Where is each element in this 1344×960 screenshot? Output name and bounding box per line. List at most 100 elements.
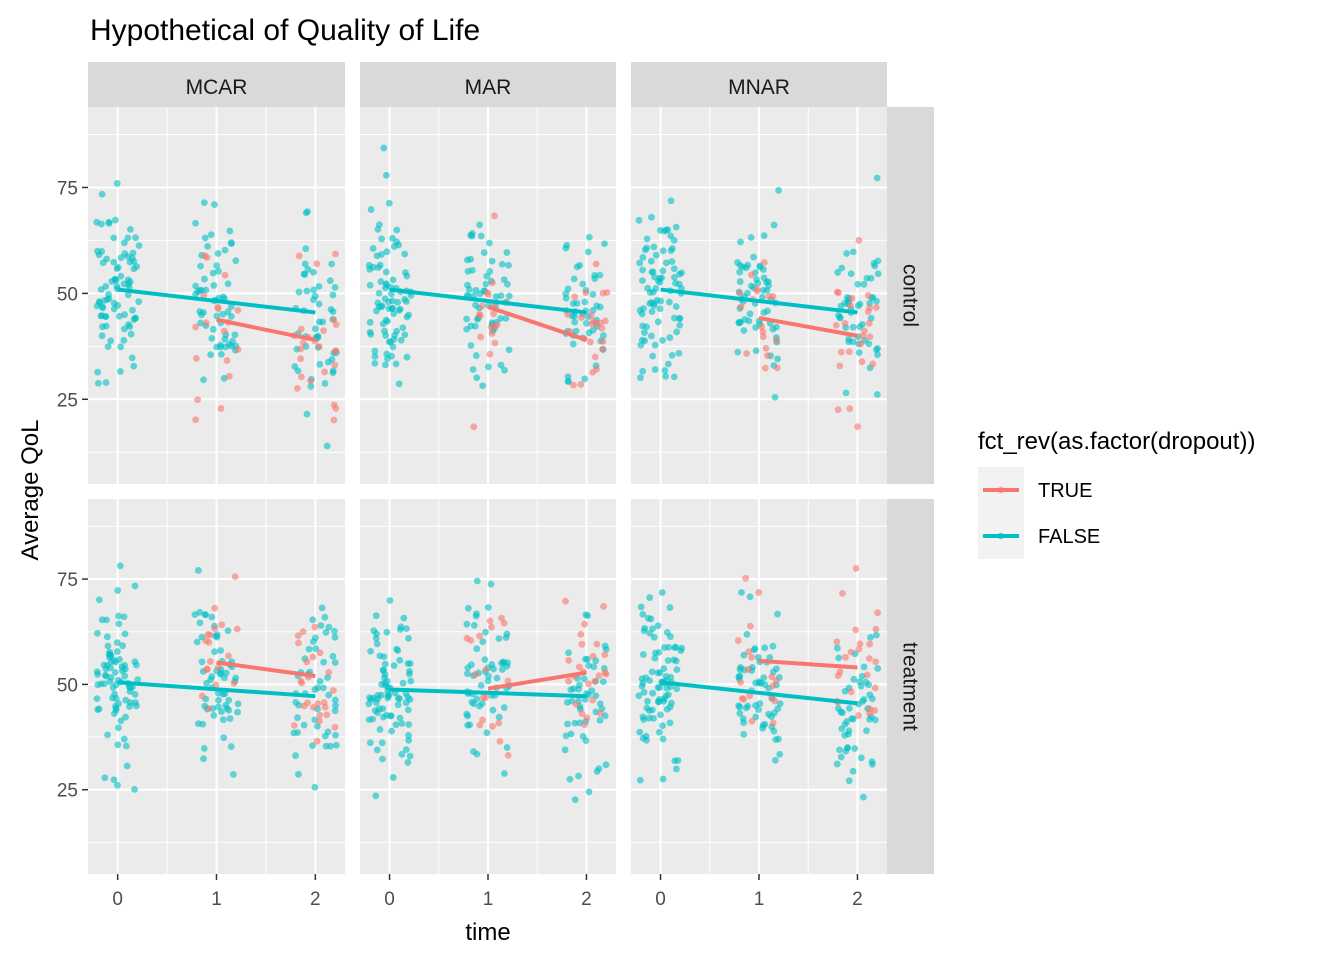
data-point-false [593,302,601,310]
data-point-false [484,604,492,611]
x-tick-label: 1 [211,889,222,910]
data-point-false [392,721,400,729]
data-point-false [659,735,667,743]
data-point-false [497,292,505,300]
data-point-false [676,315,684,323]
data-point-false [223,705,231,712]
data-point-false [385,305,393,312]
data-point-false [636,728,644,736]
data-point-false [673,328,681,336]
data-point-true [737,678,744,686]
data-point-false [639,651,647,658]
data-point-false [93,668,101,676]
data-point-false [750,646,758,654]
data-point-false [121,672,129,680]
data-point-false [580,675,588,683]
data-point-false [365,716,373,724]
data-point-false [114,587,122,594]
data-point-true [871,684,879,692]
data-point-false [224,308,232,316]
data-point-true [309,653,317,661]
strip-treatment [887,499,934,874]
data-point-false [302,245,310,253]
data-point-true [856,640,864,648]
data-point-false [326,277,334,285]
data-point-true [233,625,241,633]
data-point-false [405,732,412,739]
data-point-false [635,216,643,224]
data-point-false [639,610,647,618]
panel-mar-treatment [360,499,616,874]
data-point-true [234,345,242,353]
data-point-false [98,616,106,624]
data-point-false [590,663,598,671]
data-point-false [503,744,511,751]
data-point-true [299,339,307,347]
data-point-false [226,227,234,235]
data-point-false [502,314,510,322]
data-point-false [640,688,648,696]
data-point-false [564,720,571,728]
data-point-true [309,703,317,711]
data-point-false [232,674,240,682]
data-point-true [768,673,776,681]
data-point-true [498,614,505,622]
data-point-true [832,321,840,329]
data-point-false [131,785,138,793]
data-point-false [481,656,489,663]
data-point-true [321,368,328,376]
data-point-false [381,660,389,668]
data-point-false [583,655,591,663]
data-point-true [852,564,860,572]
data-point-false [639,277,646,285]
data-point-true [479,716,486,724]
data-point-false [94,368,102,376]
data-point-false [192,219,199,227]
data-point-false [131,691,139,698]
data-point-false [122,696,130,704]
data-point-false [472,352,480,359]
data-point-true [478,302,486,310]
data-point-false [865,340,873,348]
data-point-false [470,700,478,708]
data-point-false [750,253,758,261]
data-point-true [212,681,220,689]
data-point-true [575,663,583,671]
data-point-false [331,707,339,715]
data-point-true [220,327,228,335]
data-point-false [464,670,471,678]
x-tick-label: 0 [655,889,666,910]
data-point-false [114,741,122,749]
data-point-false [114,263,122,271]
data-point-false [754,279,762,287]
data-point-false [755,706,762,714]
data-point-false [859,793,867,801]
data-point-false [747,282,755,290]
data-point-false [129,249,137,257]
data-point-true [772,336,780,344]
data-point-false [124,234,132,242]
data-point-true [488,623,495,631]
data-point-false [221,335,229,343]
data-point-false [473,610,480,618]
data-point-false [303,410,311,418]
y-axis-ticks: 25 50 75 25 50 75 [57,178,88,802]
data-point-false [654,318,662,326]
data-point-false [651,654,659,662]
data-point-false [641,337,649,345]
data-point-false [602,761,610,769]
data-point-false [373,640,381,648]
data-point-false [667,673,675,681]
data-point-false [111,668,119,676]
data-point-false [124,253,132,261]
data-point-false [405,634,412,642]
data-point-true [866,333,874,341]
data-point-false [765,710,773,718]
data-point-false [375,289,383,297]
data-point-false [381,361,389,369]
data-point-true [773,364,781,372]
data-point-true [477,333,484,341]
data-point-true [852,626,860,634]
data-point-false [200,745,208,752]
data-point-false [666,604,674,611]
